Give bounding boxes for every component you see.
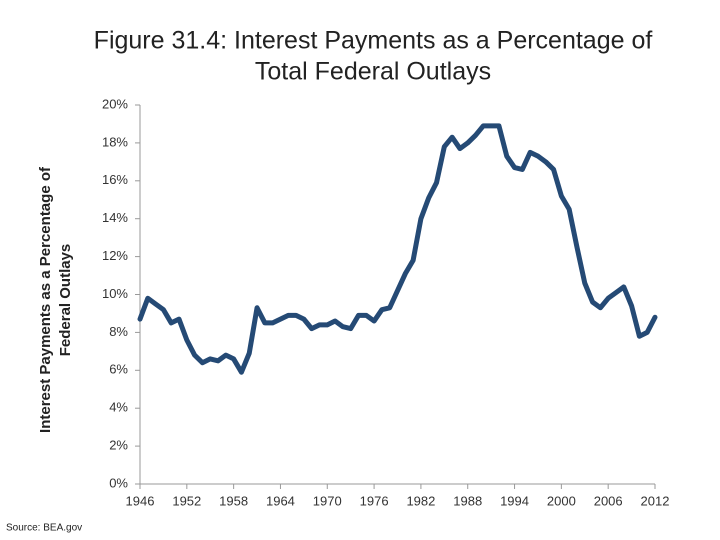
y-tick-label: 20% xyxy=(102,96,128,111)
y-axis-label-line: Federal Outlays xyxy=(57,244,74,357)
x-tick-label: 1994 xyxy=(500,493,529,508)
x-tick-label: 2006 xyxy=(594,493,623,508)
y-tick-label: 0% xyxy=(109,475,128,490)
y-tick-label: 2% xyxy=(109,438,128,453)
y-tick-label: 16% xyxy=(102,172,128,187)
x-tick-label: 1976 xyxy=(360,493,389,508)
y-axis-label-line: Interest Payments as a Percentage of xyxy=(37,166,54,433)
x-tick-label: 1982 xyxy=(406,493,435,508)
data-line xyxy=(137,123,658,375)
x-tick-label: 1970 xyxy=(313,493,342,508)
y-tick-label: 14% xyxy=(102,210,128,225)
y-tick-label: 12% xyxy=(102,248,128,263)
chart-title: Figure 31.4: Interest Payments as a Perc… xyxy=(94,27,653,55)
x-tick-label: 2012 xyxy=(641,493,670,508)
y-tick-label: 10% xyxy=(102,286,128,301)
y-tick-label: 4% xyxy=(109,400,128,415)
source-note: Source: BEA.gov xyxy=(6,523,82,534)
x-tick-label: 1964 xyxy=(266,493,295,508)
x-tick-label: 1958 xyxy=(219,493,248,508)
chart-title: Total Federal Outlays xyxy=(255,58,491,86)
y-axis-label: Interest Payments as a Percentage of Fed… xyxy=(37,166,74,433)
y-tick-label: 8% xyxy=(109,324,128,339)
y-tick-label: 6% xyxy=(109,362,128,377)
y-tick-label: 18% xyxy=(102,134,128,149)
x-tick-label: 1952 xyxy=(172,493,201,508)
x-tick-label: 1988 xyxy=(453,493,482,508)
x-tick-label: 1946 xyxy=(126,493,155,508)
x-tick-label: 2000 xyxy=(547,493,576,508)
